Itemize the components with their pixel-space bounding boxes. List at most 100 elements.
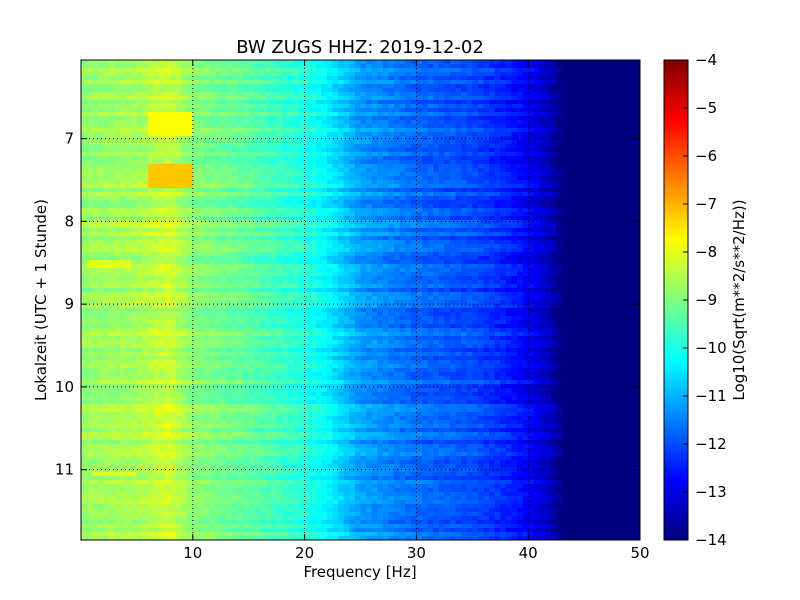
heatmap-cell	[136, 348, 144, 353]
heatmap-cell	[125, 100, 132, 105]
heatmap-cell	[271, 504, 278, 509]
heatmap-cell	[176, 356, 183, 361]
heatmap-cell	[220, 304, 227, 309]
heatmap-cell	[299, 456, 306, 461]
heatmap-cell	[114, 296, 121, 301]
heatmap-cell	[86, 260, 93, 265]
heatmap-cell	[108, 280, 116, 285]
heatmap-cell	[293, 512, 300, 517]
heatmap-cell	[97, 520, 104, 525]
heatmap-cell	[259, 160, 267, 165]
heatmap-cell	[226, 196, 233, 201]
heatmap-cell	[203, 528, 211, 533]
heatmap-cell	[131, 88, 138, 93]
heatmap-cell	[159, 280, 166, 285]
heatmap-cell	[209, 408, 216, 413]
heatmap-cell	[153, 176, 160, 181]
heatmap-cell	[131, 84, 138, 89]
heatmap-cell	[209, 272, 216, 277]
heatmap-cell	[125, 376, 132, 381]
heatmap-cell	[304, 528, 311, 533]
heatmap-cell	[237, 148, 244, 153]
heatmap-cell	[304, 108, 311, 113]
heatmap-cell	[265, 416, 272, 421]
heatmap-cell	[192, 192, 199, 197]
heatmap-cell	[254, 248, 261, 253]
heatmap-cell	[81, 448, 88, 453]
heatmap-cell	[282, 416, 289, 421]
heatmap-cell	[181, 472, 188, 477]
heatmap-cell	[170, 236, 177, 241]
heatmap-cell	[176, 140, 183, 145]
heatmap-cell	[243, 328, 250, 333]
heatmap-cell	[92, 276, 99, 281]
heatmap-cell	[276, 168, 283, 173]
heatmap-cell	[254, 68, 261, 73]
heatmap-cell	[203, 392, 211, 397]
heatmap-cell	[86, 368, 93, 373]
heatmap-cell	[148, 508, 155, 513]
heatmap-cell	[310, 88, 317, 93]
heatmap-cell	[209, 268, 216, 273]
heatmap-cell	[259, 412, 267, 417]
heatmap-cell	[215, 216, 222, 221]
heatmap-cell	[215, 364, 222, 369]
heatmap-cell	[181, 336, 188, 341]
heatmap-cell	[81, 536, 88, 540]
heatmap-cell	[131, 96, 138, 101]
heatmap-cell	[198, 508, 205, 513]
heatmap-cell	[142, 76, 149, 81]
heatmap-cell	[226, 448, 233, 453]
heatmap-cell	[265, 76, 272, 81]
heatmap-cell	[97, 284, 104, 289]
heatmap-cell	[259, 240, 267, 245]
heatmap-cell	[276, 208, 283, 213]
heatmap-cell	[192, 216, 199, 221]
heatmap-cell	[108, 448, 116, 453]
heatmap-cell	[209, 164, 216, 169]
heatmap-cell	[176, 336, 183, 341]
heatmap-cell	[153, 212, 160, 217]
heatmap-cell	[248, 160, 255, 165]
heatmap-cell	[114, 140, 121, 145]
heatmap-cell	[287, 500, 295, 505]
heatmap-cell	[176, 196, 183, 201]
heatmap-cell	[153, 452, 160, 457]
heatmap-cell	[226, 168, 233, 173]
heatmap-cell	[187, 396, 194, 401]
heatmap-cell	[226, 276, 233, 281]
heatmap-cell	[187, 252, 194, 257]
heatmap-cell	[120, 96, 127, 101]
heatmap-cell	[148, 412, 155, 417]
heatmap-cell	[237, 60, 244, 65]
heatmap-cell	[181, 212, 188, 217]
heatmap-cell	[248, 196, 255, 201]
heatmap-cell	[215, 228, 222, 233]
heatmap-cell	[103, 280, 110, 285]
heatmap-cell	[86, 396, 93, 401]
heatmap-cell	[203, 412, 211, 417]
heatmap-cell	[220, 360, 227, 365]
heatmap-cell	[97, 128, 104, 133]
heatmap-cell	[271, 224, 278, 229]
heatmap-cell	[114, 92, 121, 97]
heatmap-cell	[203, 316, 211, 321]
heatmap-cell	[120, 264, 127, 269]
heatmap-cell	[187, 132, 194, 137]
heatmap-cell	[97, 124, 104, 129]
heatmap-cell	[198, 432, 205, 437]
heatmap-cell	[282, 496, 289, 501]
heatmap-cell	[81, 204, 88, 209]
heatmap-cell	[131, 452, 138, 457]
heatmap-cell	[299, 132, 306, 137]
heatmap-cell	[254, 208, 261, 213]
heatmap-cell	[287, 484, 295, 489]
heatmap-cell	[293, 436, 300, 441]
heatmap-cell	[192, 112, 199, 117]
heatmap-cell	[97, 352, 104, 357]
heatmap-cell	[237, 116, 244, 121]
heatmap-cell	[209, 148, 216, 153]
heatmap-cell	[97, 356, 104, 361]
heatmap-cell	[192, 484, 199, 489]
heatmap-cell	[203, 536, 211, 540]
